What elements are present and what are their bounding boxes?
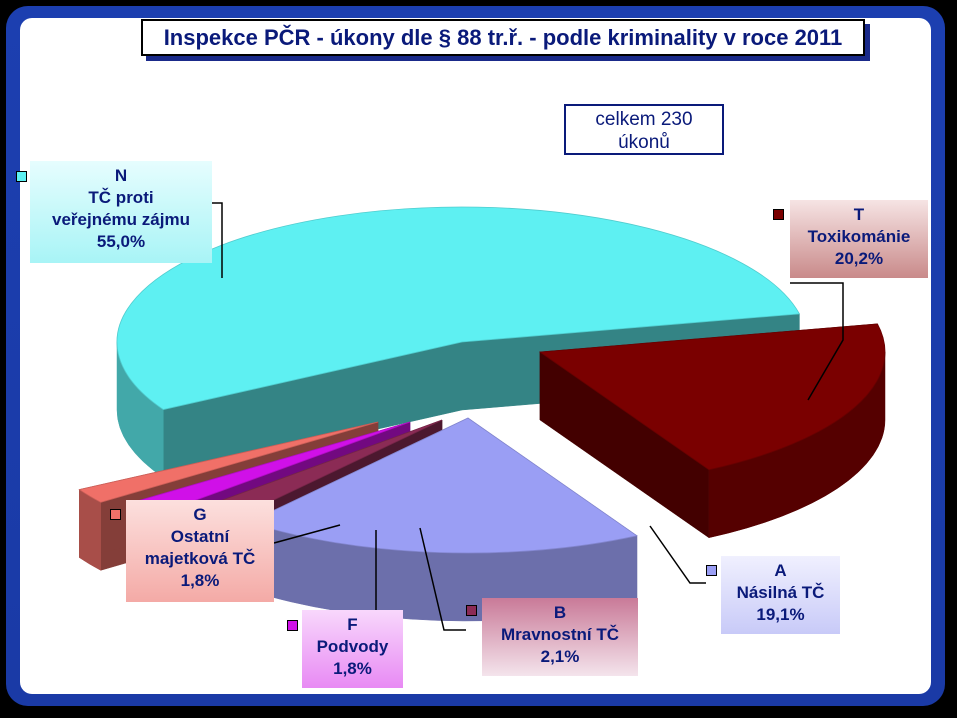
label-n-name-2: veřejnému zájmu xyxy=(52,210,190,229)
label-n-percent: 55,0% xyxy=(96,232,146,251)
label-f-percent: 1,8% xyxy=(333,659,372,678)
legend-key-g xyxy=(110,509,121,520)
legend-key-b xyxy=(466,605,477,616)
label-a-code: A xyxy=(774,561,787,580)
chart-title: Inspekce PČR - úkony dle § 88 tr.ř. - po… xyxy=(141,19,865,56)
label-g: G Ostatní majetková TČ 1,8% xyxy=(126,500,274,602)
label-f-code: F xyxy=(347,615,358,634)
label-t-percent: 20,2% xyxy=(834,249,884,268)
label-b-name-1: Mravnostní TČ xyxy=(500,625,620,644)
total-line-1: celkem 230 xyxy=(595,109,693,130)
label-t-code: T xyxy=(853,205,865,224)
label-g-name-2: majetková TČ xyxy=(144,549,256,568)
leader-g xyxy=(273,524,341,544)
legend-key-t xyxy=(773,209,784,220)
legend-key-n xyxy=(16,171,27,182)
label-g-percent: 1,8% xyxy=(180,571,220,590)
total-line-2: úkonů xyxy=(618,132,670,153)
label-f: F Podvody 1,8% xyxy=(302,610,403,688)
label-a-name-1: Násilná TČ xyxy=(736,583,825,602)
label-t-name-1: Toxikománie xyxy=(807,227,911,246)
label-a-percent: 19,1% xyxy=(756,605,805,624)
leader-b xyxy=(419,527,466,631)
label-t: T Toxikománie 20,2% xyxy=(790,200,928,278)
slice-t xyxy=(538,323,886,539)
leader-t xyxy=(790,282,844,401)
label-n-name-1: TČ proti xyxy=(88,188,154,207)
label-b-percent: 2,1% xyxy=(540,647,580,666)
leader-n xyxy=(212,202,223,278)
total-annotation: celkem 230 úkonů xyxy=(564,104,724,155)
label-g-code: G xyxy=(193,505,207,524)
label-n-code: N xyxy=(114,166,128,185)
label-b: B Mravnostní TČ 2,1% xyxy=(482,598,638,676)
label-n: N TČ proti veřejnému zájmu 55,0% xyxy=(30,161,212,263)
label-a: A Násilná TČ 19,1% xyxy=(721,556,840,634)
leader-a xyxy=(649,525,706,584)
legend-key-a xyxy=(706,565,717,576)
label-f-name-1: Podvody xyxy=(316,637,389,656)
label-b-code: B xyxy=(553,603,567,622)
legend-key-f xyxy=(287,620,298,631)
label-g-name-1: Ostatní xyxy=(170,527,230,546)
slice-a xyxy=(247,417,638,622)
